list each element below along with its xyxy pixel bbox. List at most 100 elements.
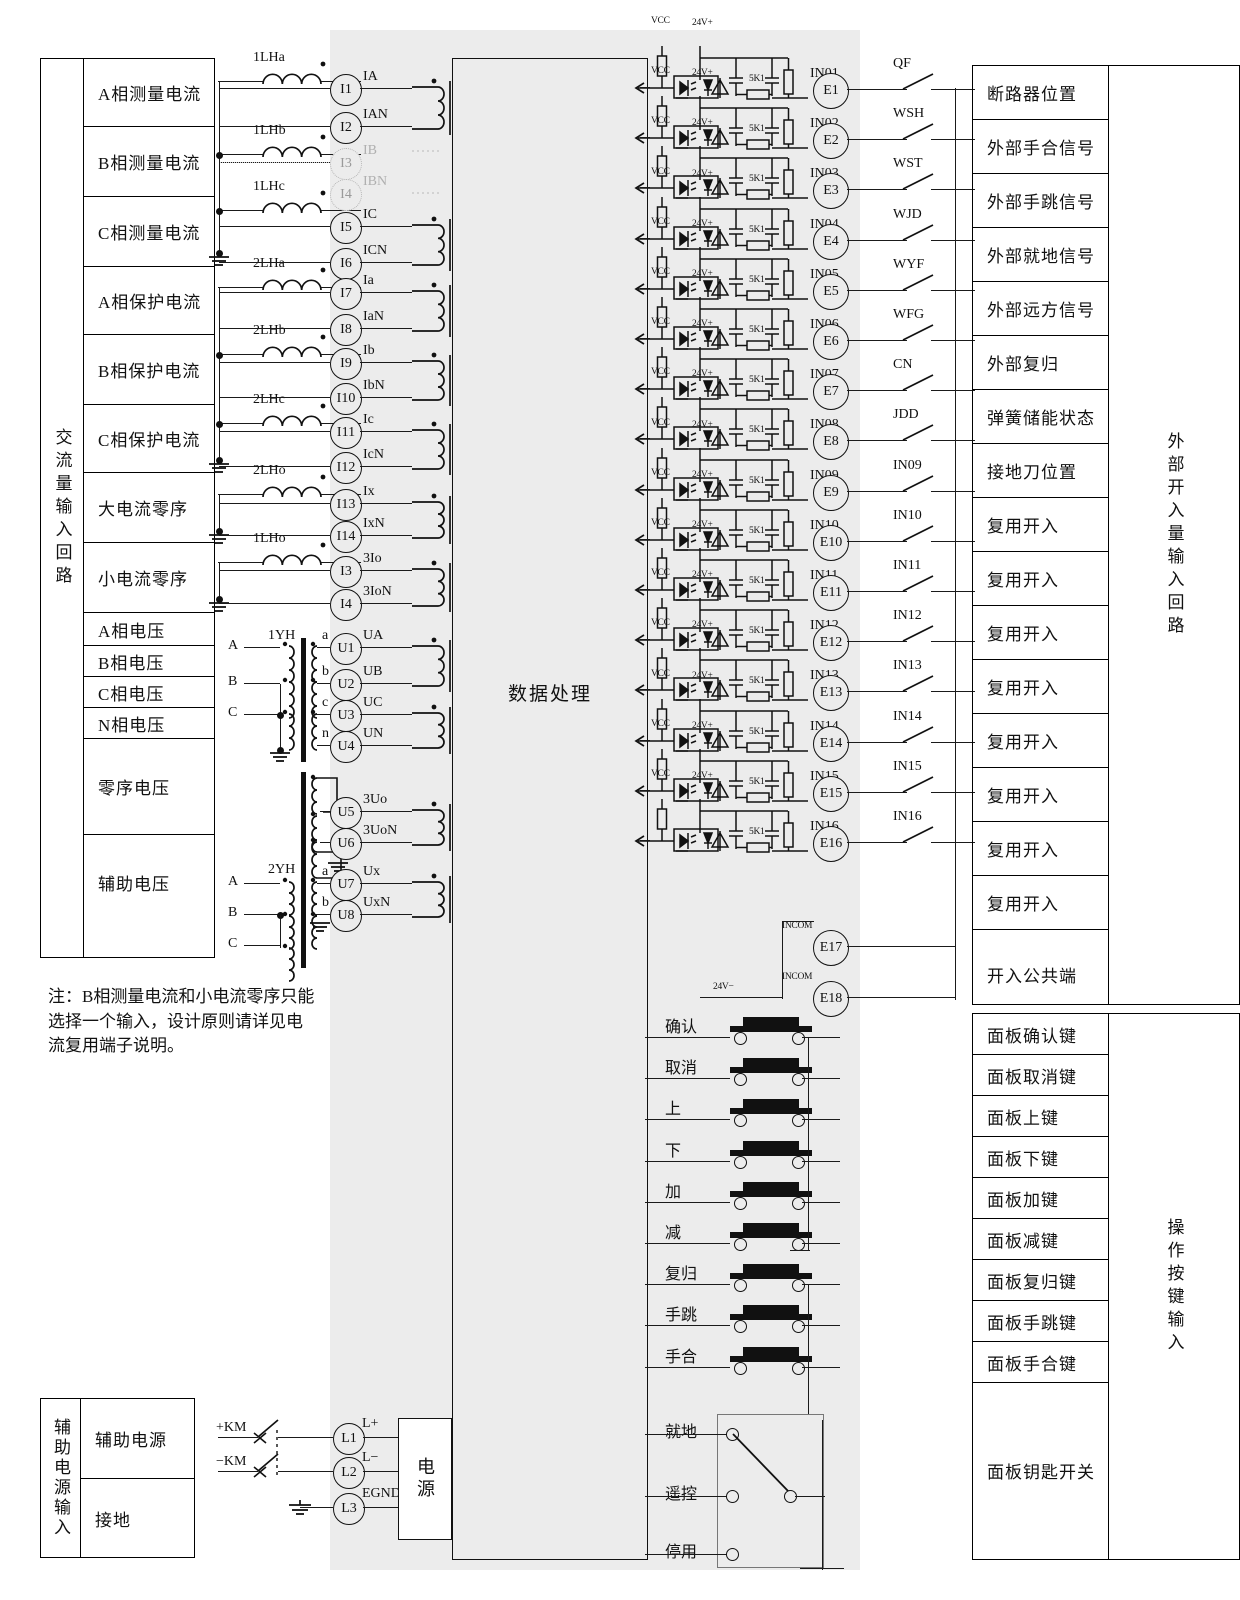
- push-button-bar[interactable]: [730, 1108, 812, 1115]
- di-terminal-E11[interactable]: E11: [813, 575, 849, 611]
- current-terminal-I7[interactable]: I7: [330, 278, 362, 310]
- push-button-cap[interactable]: [743, 1223, 799, 1232]
- di-terminal-E6[interactable]: E6: [813, 324, 849, 360]
- push-button-contact[interactable]: [734, 1114, 747, 1128]
- voltage-terminal-U5[interactable]: U5: [330, 797, 362, 829]
- current-terminal-I13[interactable]: I13: [330, 489, 362, 521]
- resistor-value-label: 5K1: [749, 425, 765, 436]
- key-switch-contact[interactable]: [726, 1548, 739, 1561]
- push-button-contact[interactable]: [792, 1155, 805, 1169]
- incom-terminal-E18[interactable]: E18: [813, 981, 849, 1017]
- push-button-bar[interactable]: [730, 1232, 812, 1238]
- push-button-contact[interactable]: [792, 1196, 805, 1210]
- push-button-contact[interactable]: [734, 1196, 747, 1210]
- push-button-contact[interactable]: [792, 1032, 805, 1045]
- vcc-label: VCC: [651, 66, 670, 77]
- push-button-cap[interactable]: [743, 1099, 799, 1109]
- di-terminal-E8[interactable]: E8: [813, 424, 849, 461]
- di-terminal-E15[interactable]: E15: [813, 775, 849, 812]
- di-terminal-E4[interactable]: E4: [813, 223, 849, 260]
- current-terminal-I3[interactable]: I3: [330, 556, 362, 588]
- current-terminal-I11[interactable]: I11: [330, 417, 362, 449]
- push-button-contact[interactable]: [734, 1238, 747, 1251]
- voltage-terminal-U3[interactable]: U3: [330, 700, 362, 732]
- wire: [645, 1037, 730, 1038]
- power-terminal-L1[interactable]: L1: [333, 1423, 365, 1455]
- wire: [360, 883, 412, 884]
- di-terminal-E5[interactable]: E5: [813, 273, 849, 310]
- wire: [640, 187, 650, 189]
- v24-plus-label: 24V+: [692, 469, 713, 480]
- push-button-contact[interactable]: [734, 1032, 747, 1045]
- push-button-cap[interactable]: [743, 1017, 799, 1026]
- push-button-bar[interactable]: [730, 1067, 812, 1074]
- di-terminal-E3[interactable]: E3: [813, 173, 849, 210]
- push-button-contact[interactable]: [792, 1279, 805, 1293]
- push-button-bar[interactable]: [730, 1190, 812, 1197]
- push-button-cap[interactable]: [743, 1140, 799, 1150]
- key-switch-box[interactable]: [717, 1414, 824, 1568]
- current-signal-label: IAN: [363, 107, 388, 122]
- di-terminal-E1[interactable]: E1: [813, 73, 849, 109]
- push-button-bar[interactable]: [730, 1026, 812, 1032]
- current-terminal-I14[interactable]: I14: [330, 521, 362, 553]
- current-terminal-I2[interactable]: I2: [330, 112, 362, 144]
- push-button-cap[interactable]: [743, 1181, 799, 1191]
- voltage-terminal-U8[interactable]: U8: [330, 900, 362, 932]
- wire: [360, 603, 412, 604]
- key-description-label: 面板确认键: [987, 1026, 1077, 1046]
- wire: [244, 714, 280, 715]
- wire: [360, 914, 412, 915]
- di-terminal-E16[interactable]: E16: [813, 826, 849, 862]
- resistor-value-label: 5K1: [749, 274, 765, 285]
- key-switch-contact[interactable]: [726, 1490, 739, 1503]
- current-terminal-I10[interactable]: I10: [330, 383, 362, 415]
- current-terminal-I9[interactable]: I9: [330, 348, 362, 380]
- di-terminal-E10[interactable]: E10: [813, 524, 849, 561]
- panel-key-description-rows: 面板确认键 面板取消键 面板上键 面板下键 面板加键 面板减键 面板复归键 面板手跳键 面板手合…: [973, 1014, 1109, 1559]
- voltage-terminal-U6[interactable]: U6: [330, 828, 362, 860]
- push-button-bar[interactable]: [730, 1149, 812, 1156]
- push-button-contact[interactable]: [734, 1155, 747, 1169]
- push-button-contact[interactable]: [792, 1114, 805, 1128]
- di-terminal-E12[interactable]: E12: [813, 625, 849, 662]
- push-button-contact[interactable]: [734, 1279, 747, 1293]
- di-terminal-E9[interactable]: E9: [813, 474, 849, 511]
- wire: [219, 397, 330, 398]
- push-button-cap[interactable]: [743, 1305, 799, 1315]
- key-description-row: 面板加键: [973, 1178, 1108, 1219]
- push-button-contact[interactable]: [734, 1320, 747, 1334]
- current-signal-label: 3IoN: [363, 584, 392, 599]
- push-button-contact[interactable]: [792, 1320, 805, 1334]
- current-terminal-I1[interactable]: I1: [330, 74, 362, 106]
- di-terminal-E7[interactable]: E7: [813, 374, 849, 411]
- di-terminal-E14[interactable]: E14: [813, 725, 849, 762]
- push-button-cap[interactable]: [743, 1346, 799, 1356]
- di-description-row: 外部复归: [973, 336, 1108, 390]
- push-button-cap[interactable]: [743, 1058, 799, 1068]
- di-terminal-E13[interactable]: E13: [813, 675, 849, 712]
- current-terminal-I12[interactable]: I12: [330, 452, 362, 484]
- current-terminal-I5[interactable]: I5: [330, 212, 362, 244]
- push-button-contact[interactable]: [734, 1361, 747, 1375]
- current-terminal-I4[interactable]: I4: [330, 589, 362, 621]
- push-button-contact[interactable]: [792, 1361, 805, 1375]
- voltage-terminal-U4[interactable]: U4: [330, 731, 362, 763]
- voltage-terminal-U7[interactable]: U7: [330, 869, 362, 901]
- v24-plus-label: 24V+: [692, 18, 713, 28]
- ac-input-row-label: A相电压: [98, 621, 166, 641]
- current-terminal-I4[interactable]: I4: [330, 179, 362, 211]
- incom-terminal-E17[interactable]: E17: [813, 930, 849, 966]
- push-button-bar[interactable]: [730, 1355, 812, 1362]
- power-terminal-L3[interactable]: L3: [333, 1493, 365, 1525]
- di-terminal-E2[interactable]: E2: [813, 123, 849, 160]
- push-button-bar[interactable]: [730, 1314, 812, 1321]
- push-button-cap[interactable]: [743, 1264, 799, 1274]
- aux-power-table: 辅助电源输入 辅助电源 接地: [40, 1398, 195, 1558]
- push-button-contact[interactable]: [792, 1073, 805, 1087]
- current-terminal-I8[interactable]: I8: [330, 314, 362, 346]
- voltage-terminal-U1[interactable]: U1: [330, 633, 362, 665]
- power-terminal-L2[interactable]: L2: [333, 1457, 365, 1489]
- push-button-bar[interactable]: [730, 1273, 812, 1280]
- push-button-contact[interactable]: [734, 1073, 747, 1087]
